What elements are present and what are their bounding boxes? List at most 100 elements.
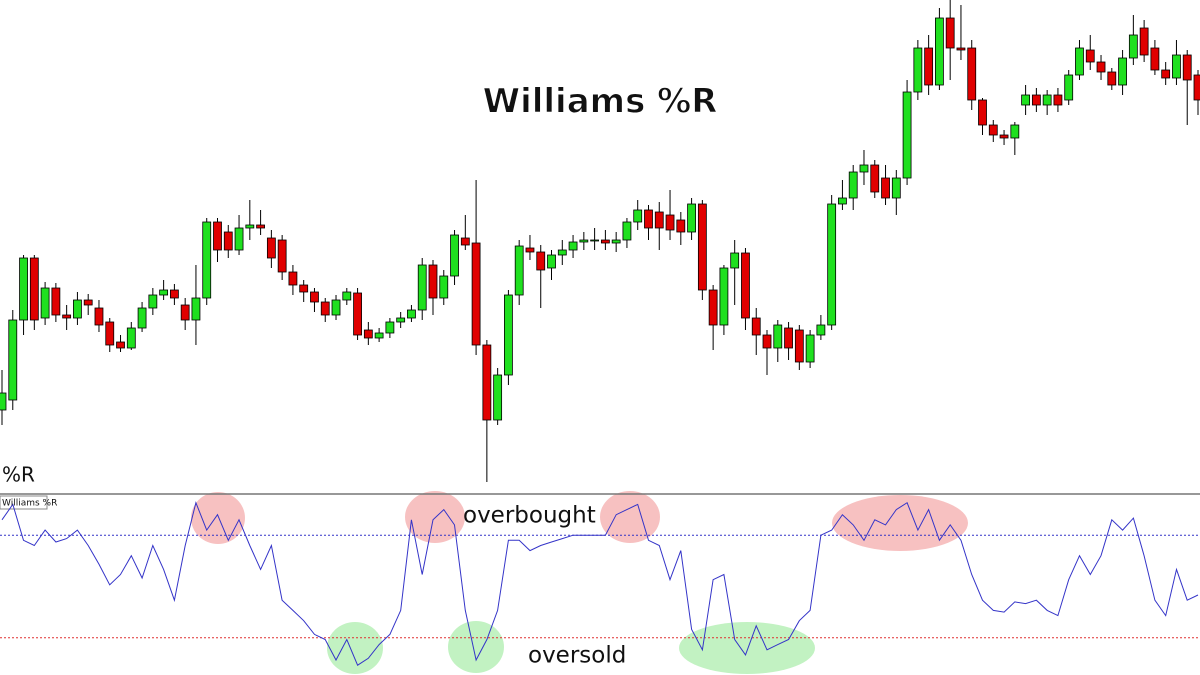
candle-body: [245, 224, 255, 229]
candle-body: [202, 221, 212, 299]
candle-body: [902, 91, 912, 179]
candle-body: [1075, 47, 1084, 76]
candle-body: [256, 224, 265, 229]
candle-body: [159, 289, 169, 296]
candle-body: [29, 257, 39, 321]
candle-body: [450, 234, 459, 277]
panel-title: %R: [2, 463, 35, 487]
candle-body: [665, 214, 675, 231]
candle-body: [363, 329, 373, 339]
candle-body: [557, 249, 567, 256]
candle-body: [967, 47, 977, 101]
candle-body: [805, 334, 815, 363]
candle-body: [924, 47, 934, 86]
candle-body: [1021, 94, 1031, 106]
candle-body: [51, 287, 61, 316]
candle-body: [547, 254, 556, 269]
oversold-zone: [448, 621, 504, 673]
candle-body: [913, 47, 923, 93]
candle-body: [1118, 57, 1127, 86]
candle-body: [762, 334, 772, 349]
candle-body: [1172, 54, 1181, 79]
candle-body: [859, 164, 869, 173]
candle-body: [1096, 61, 1106, 73]
candle-body: [0, 392, 7, 411]
candle-body: [482, 344, 492, 421]
candle-body: [514, 245, 524, 296]
candle-body: [266, 237, 276, 259]
candle-body: [654, 211, 664, 229]
oversold-zone: [327, 622, 383, 674]
candle-body: [40, 287, 50, 319]
candle-body: [83, 299, 93, 306]
candle-body: [719, 267, 729, 326]
candle-body: [945, 17, 955, 49]
candle-body: [493, 374, 503, 421]
candle-body: [288, 271, 298, 286]
candle-body: [116, 341, 125, 349]
candle-body: [320, 301, 330, 316]
candle-body: [1150, 47, 1160, 71]
candle-body: [784, 327, 793, 349]
overbought-zone: [832, 495, 968, 551]
candle-body: [374, 332, 384, 339]
candle-body: [126, 327, 136, 349]
annotation: overbought: [463, 503, 596, 529]
candle-body: [73, 299, 82, 319]
candle-body: [1128, 34, 1138, 59]
candle-body: [891, 177, 901, 199]
candle-body: [1010, 124, 1020, 139]
candle-body: [353, 292, 362, 336]
candle-body: [579, 239, 589, 243]
candle-body: [1161, 69, 1171, 79]
candle-body: [19, 257, 28, 321]
candle-body: [978, 99, 987, 126]
oversold-zone: [679, 622, 815, 674]
williams-r-line: [1, 501, 1199, 666]
candle-body: [460, 237, 470, 246]
candle-body: [600, 239, 610, 244]
candle-body: [794, 329, 804, 363]
candle-body: [1085, 49, 1095, 63]
candle-body: [622, 221, 632, 241]
candle-body: [1064, 74, 1074, 101]
candle-body: [935, 17, 944, 86]
candle-body: [988, 124, 998, 136]
candle-body: [827, 203, 837, 326]
candle-body: [773, 324, 783, 349]
candle-body: [94, 307, 104, 326]
candle-body: [1031, 94, 1041, 106]
candle-body: [1042, 94, 1052, 106]
candle-body: [223, 231, 233, 251]
candle-body: [331, 299, 341, 316]
candles: [0, 0, 1200, 482]
candle-body: [730, 252, 740, 269]
candle-body: [1182, 54, 1192, 81]
candle-body: [611, 239, 621, 244]
indicator-label: Williams %R: [2, 499, 57, 509]
candle-body: [956, 47, 966, 51]
candle-body: [8, 319, 18, 401]
candle-body: [1139, 27, 1149, 56]
candle-body: [180, 304, 190, 321]
candle-body: [848, 171, 858, 199]
candle-body: [234, 227, 244, 251]
candle-body: [568, 241, 578, 251]
overbought-zone: [191, 492, 245, 544]
candle-body: [1053, 94, 1063, 106]
candle-body: [137, 307, 147, 329]
candle-body: [417, 264, 427, 311]
candle-body: [536, 251, 546, 271]
candle-body: [708, 289, 718, 326]
candle-body: [299, 284, 309, 293]
candle-body: [439, 275, 449, 299]
candle-body: [277, 239, 287, 273]
candle-body: [504, 294, 513, 376]
candle-body: [105, 321, 115, 346]
candle-body: [697, 203, 707, 291]
overbought-zone: [405, 491, 465, 543]
candle-body: [741, 252, 750, 319]
annotation: oversold: [528, 643, 626, 669]
candle-body: [191, 297, 201, 321]
